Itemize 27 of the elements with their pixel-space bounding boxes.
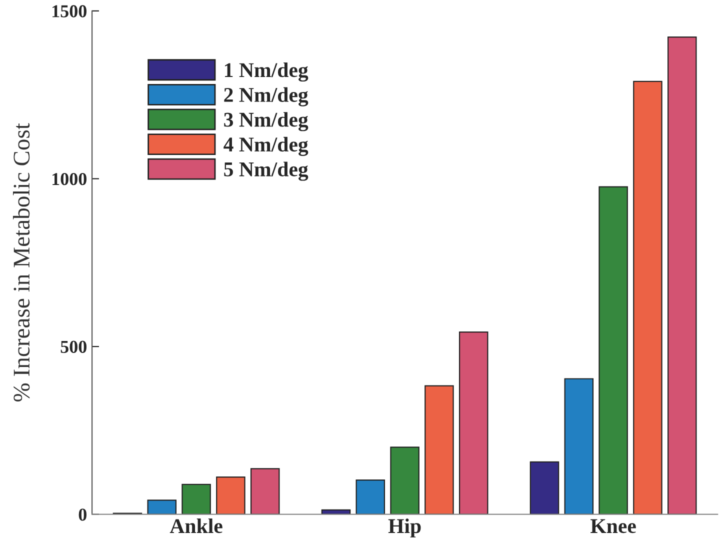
bar (424, 385, 454, 514)
bar (633, 80, 662, 514)
bar (182, 484, 211, 514)
legend-label: 5 Nm/deg (224, 162, 308, 181)
y-tick-label: 1000 (52, 172, 86, 186)
bar (356, 480, 386, 514)
legend-label: 3 Nm/deg (224, 112, 308, 132)
bar (216, 476, 246, 514)
bar (564, 378, 594, 514)
legend-label: 4 Nm/deg (224, 136, 308, 156)
bar (458, 332, 488, 514)
bar (598, 186, 628, 514)
bar (667, 36, 697, 514)
legend-label: 1 Nm/deg (224, 62, 308, 82)
x-tick-label: Hip (388, 518, 421, 538)
bar (390, 446, 420, 514)
y-tick-label: 500 (60, 340, 86, 353)
x-tick-label: Knee (590, 519, 636, 534)
y-tick-label: 0 (78, 508, 86, 521)
bar (250, 468, 280, 514)
bar (530, 461, 560, 514)
legend-label: 2 Nm/deg (224, 87, 308, 106)
bar (321, 509, 351, 514)
y-tick-label: 1500 (52, 5, 86, 18)
x-tick-label: Ankle (170, 518, 222, 534)
y-axis-title: % Increase in Metabolic Cost (12, 123, 30, 402)
bar (147, 500, 177, 514)
